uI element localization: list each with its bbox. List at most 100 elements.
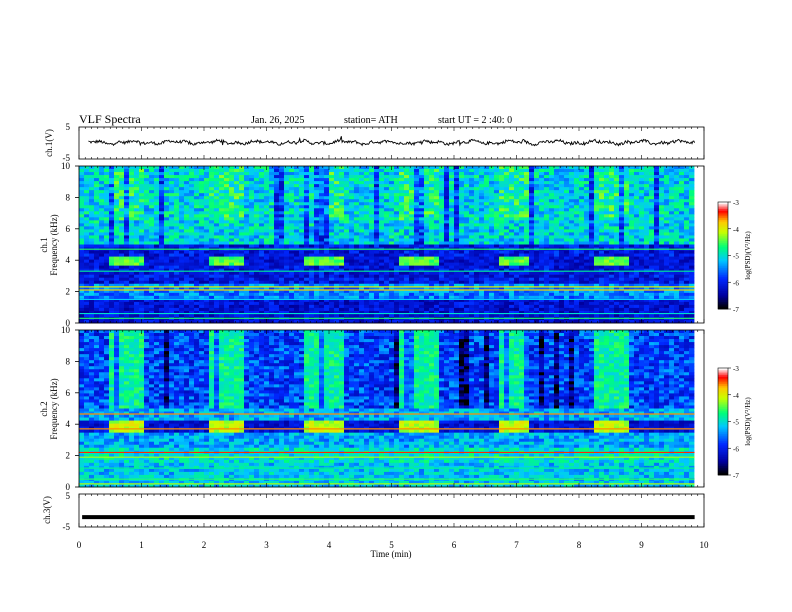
spectrogram-cell [294,295,300,300]
spectrogram-cell [329,187,335,191]
spectrogram-cell [114,199,120,203]
spectrogram-cell [339,214,345,218]
spectrogram-cell [554,223,560,227]
spectrogram-cell [534,319,540,324]
spectrogram-cell [119,295,125,300]
spectrogram-cell [349,319,355,324]
spectrogram-cell [139,175,145,179]
spectrogram-cell [499,187,505,191]
spectrogram-cell [229,235,235,239]
spectrogram-cell [99,181,105,185]
spectrogram-cell [379,319,385,324]
spectrogram-cell [79,292,85,297]
spectrogram-cell [424,208,430,212]
spectrogram-cell [139,262,145,267]
spectrogram-cell [349,262,355,267]
spectrogram-cell [549,232,555,236]
spectrogram-cell [409,265,415,270]
spectrogram-cell [419,277,425,282]
spectrogram-cell [469,220,475,224]
spectrogram-cell [519,205,525,209]
spectrogram-cell [544,244,550,248]
spectrogram-cell [314,172,320,176]
spectrogram-cell [384,202,390,206]
spectrogram-cell [344,235,350,239]
spectrogram-cell [119,211,125,215]
spectrogram-cell [389,172,395,176]
spectrogram-cell [519,211,525,215]
spectrogram-cell [514,208,520,212]
spectrogram-cell [124,220,130,224]
spectrogram-cell [269,259,275,264]
spectrogram-cell [549,202,555,206]
spectrogram-cell [139,196,145,200]
spectrogram-cell [394,289,400,294]
spectrogram-cell [469,196,475,200]
spectrogram-cell [474,238,480,242]
spectrogram-cell [204,319,210,324]
spectrogram-cell [209,307,215,312]
spectrogram-cell [424,253,430,257]
spectrogram-cell [264,217,270,221]
spectrogram-cell [454,169,460,173]
spectrogram-cell [429,178,435,182]
spectrogram-cell [494,301,500,306]
spectrogram-cell [109,169,115,173]
spectrogram-cell [399,229,405,233]
spectrogram-cell [439,208,445,212]
spectrogram-cell [264,277,270,282]
spectrogram-cell [534,283,540,288]
spectrogram-cell [299,298,305,303]
spectrogram-cell [179,274,185,279]
spectrogram-cell [549,307,555,312]
spectrogram-cell [174,226,180,230]
spectrogram-cell [394,175,400,179]
spectrogram-cell [264,265,270,270]
spectrogram-cell [214,169,220,173]
spectrogram-cell [409,175,415,179]
spectrogram-cell [429,286,435,291]
spectrogram-cell [459,172,465,176]
spectrogram-cell [524,190,530,194]
spectrogram-cell [304,217,310,221]
spectrogram-cell [274,238,280,242]
spectrogram-cell [429,253,435,257]
spectrogram-cell [304,259,310,264]
spectrogram-cell [314,205,320,209]
spectrogram-cell [509,244,515,248]
spectrogram-cell [554,292,560,297]
spectrogram-cell [374,187,380,191]
spectrogram-cell [429,202,435,206]
spectrogram-cell [254,250,260,254]
spectrogram-cell [109,238,115,242]
spectrogram-cell [219,232,225,236]
spectrogram-cell [429,217,435,221]
spectrogram-cell [364,193,370,197]
spectrogram-cell [249,181,255,185]
spectrogram-cell [294,319,300,324]
spectrogram-cell [519,238,525,242]
spectrogram-cell [309,292,315,297]
spectrogram-cell [494,289,500,294]
spectrogram-cell [484,292,490,297]
spectrogram-cell [504,280,510,285]
spectrogram-cell [89,259,95,264]
spectrogram-cell [219,193,225,197]
spectrogram-cell [209,313,215,318]
spectrogram-cell [519,223,525,227]
spectrogram-cell [499,313,505,318]
spectrogram-cell [504,244,510,248]
spectrogram-cell [239,217,245,221]
spectrogram-cell [344,187,350,191]
spectrogram-cell [144,235,150,239]
spectrogram-cell [194,271,200,276]
spectrogram-cell [134,265,140,270]
spectrogram-cell [444,187,450,191]
spectrogram-cell [464,244,470,248]
spectrogram-cell [159,184,165,188]
spectrogram-cell [244,190,250,194]
spectrogram-cell [389,187,395,191]
spectrogram-cell [134,208,140,212]
spectrogram-cell [499,205,505,209]
spectrogram-cell [484,319,490,324]
